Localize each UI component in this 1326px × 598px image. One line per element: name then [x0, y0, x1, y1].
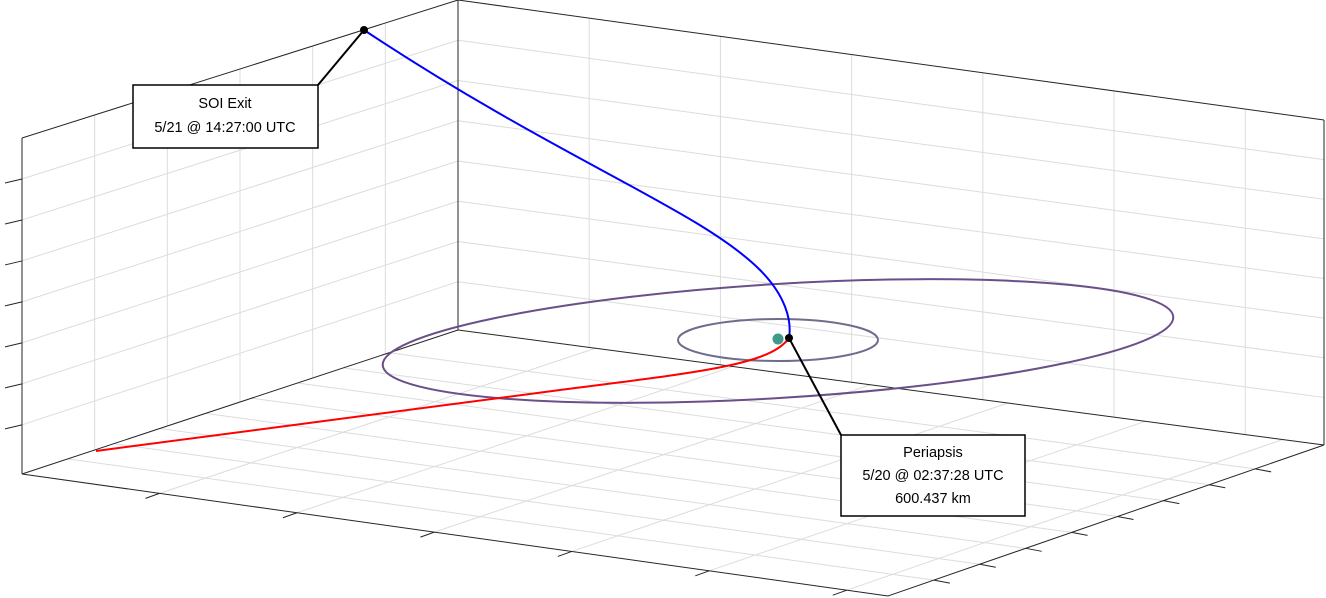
grid-line: [457, 281, 1325, 398]
tick-mark: [557, 550, 573, 557]
annotation-text: SOI Exit: [198, 96, 251, 112]
tick-mark: [1071, 531, 1088, 536]
grid-line: [67, 458, 934, 581]
tick-mark: [4, 424, 23, 430]
tick-mark: [4, 260, 23, 266]
annotation-text: 600.437 km: [895, 491, 971, 507]
grid-line: [434, 384, 871, 533]
tick-mark: [933, 579, 950, 584]
annotation-text: 5/21 @ 14:27:00 UTC: [154, 120, 295, 136]
tick-mark: [1209, 484, 1226, 489]
grid-line: [457, 120, 1325, 240]
tick-mark: [4, 219, 23, 225]
outbound-trajectory: [363, 29, 791, 339]
tick-mark: [1163, 500, 1180, 505]
tick-mark: [1025, 547, 1042, 552]
tick-mark: [832, 589, 847, 596]
tick-mark: [4, 178, 23, 184]
annotation: SOI Exit 5/21 @ 14:27:00 UTC: [132, 84, 319, 149]
tick-mark: [282, 512, 298, 519]
orbit-inner: [677, 318, 879, 362]
annotation-text: 5/20 @ 02:37:28 UTC: [862, 468, 1003, 484]
axes-box: [21, 0, 1325, 597]
tick-mark: [1255, 468, 1272, 473]
tick-mark: [145, 492, 160, 499]
tick-mark: [4, 342, 23, 348]
ticks: [4, 178, 1272, 596]
grid-line: [846, 439, 1283, 591]
grid-line: [457, 39, 1325, 161]
grid-line: [389, 352, 1256, 470]
tick-mark: [4, 383, 23, 389]
orbit-outer: [381, 278, 1175, 404]
tick-mark: [695, 570, 710, 577]
grid-line: [571, 402, 1009, 552]
grid-line: [343, 367, 1210, 486]
periapsis-point: [785, 334, 793, 342]
grid: [21, 18, 1325, 591]
grid-line: [457, 79, 1325, 200]
grid-line: [457, 160, 1325, 280]
grid-line: [159, 347, 596, 494]
grid-line: [457, 240, 1325, 359]
tick-mark: [1117, 516, 1134, 521]
grid-line: [296, 366, 734, 514]
tick-mark: [4, 301, 23, 307]
grid-line: [457, 200, 1325, 319]
leader-line: [788, 337, 842, 436]
annotation: Periapsis 5/20 @ 02:37:28 UTC 600.437 km: [840, 434, 1026, 517]
tick-mark: [979, 563, 996, 568]
grid-line: [113, 443, 980, 565]
grid-line: [159, 428, 1026, 549]
inbound-trajectory: [95, 337, 790, 452]
soi-exit-point: [360, 26, 368, 34]
planet: [772, 333, 784, 345]
tick-mark: [420, 531, 435, 538]
annotation-text: Periapsis: [903, 445, 963, 461]
leader-line: [317, 29, 365, 86]
